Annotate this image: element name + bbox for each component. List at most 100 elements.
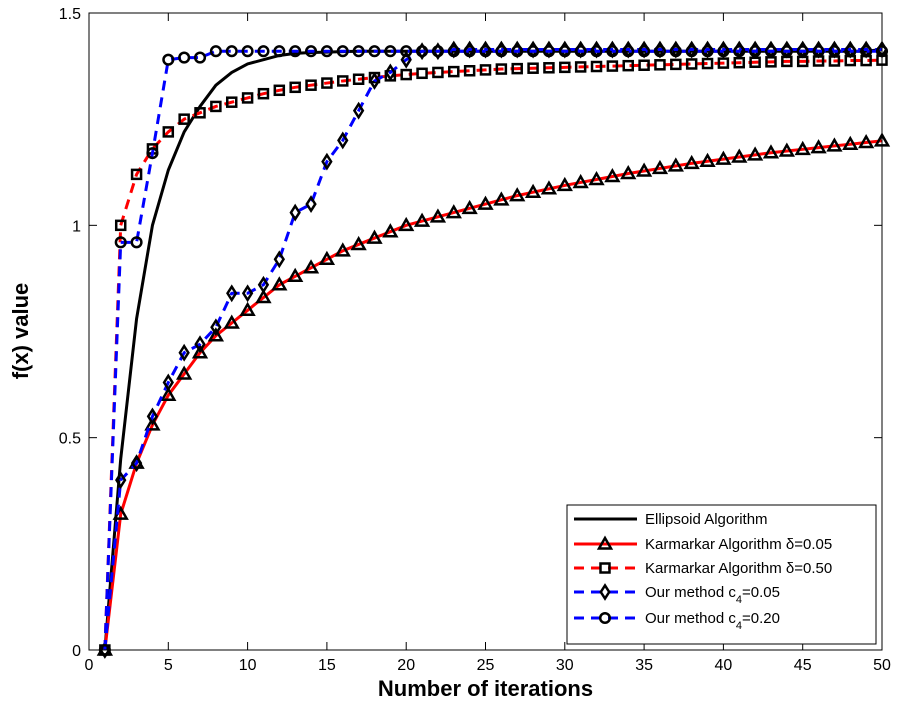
diamond-marker — [99, 641, 111, 659]
diamond-marker — [178, 343, 190, 362]
square-marker — [638, 59, 650, 71]
triangle-marker — [509, 187, 526, 202]
series-line — [103, 49, 882, 651]
triangle-marker — [477, 195, 494, 210]
diamond-marker — [115, 471, 127, 490]
legend-item: Karmarkar Algorithm δ=0.50 — [574, 560, 832, 577]
y-tick-label: 0 — [72, 643, 81, 660]
circle-marker — [416, 45, 429, 58]
triangle-marker — [667, 157, 684, 172]
series-line — [103, 48, 882, 651]
square-marker — [527, 62, 539, 74]
triangle-marker — [810, 139, 827, 154]
square-marker — [257, 87, 270, 100]
triangle-marker — [604, 167, 621, 183]
triangle-marker — [778, 142, 795, 157]
circle-marker — [860, 45, 873, 58]
triangle-marker — [191, 344, 209, 359]
circle-marker — [273, 45, 286, 58]
series-layer — [96, 40, 891, 659]
circle-marker — [130, 236, 143, 249]
circle-marker — [828, 45, 841, 58]
triangle-marker — [596, 535, 614, 550]
diamond-marker — [226, 284, 238, 303]
circle-marker — [384, 45, 397, 58]
diamond-marker — [305, 195, 317, 214]
circle-marker — [193, 51, 207, 64]
diamond-marker — [368, 72, 381, 90]
diamond-marker — [241, 284, 254, 303]
circle-marker — [669, 45, 682, 58]
legend-item: Ellipsoid Algorithm — [574, 511, 768, 528]
square-marker — [432, 66, 444, 79]
circle-marker — [304, 45, 318, 58]
x-tick-label: 20 — [397, 657, 415, 674]
legend-label: Ellipsoid Algorithm — [645, 511, 768, 528]
circle-marker — [511, 45, 524, 58]
triangle-marker — [762, 144, 780, 159]
circle-marker — [764, 45, 778, 58]
diamond-marker — [162, 373, 174, 392]
triangle-marker — [445, 204, 462, 219]
triangle-marker — [588, 170, 605, 186]
triangle-marker — [144, 416, 161, 431]
square-marker — [321, 77, 333, 89]
circle-marker — [431, 45, 444, 58]
circle-marker — [336, 45, 349, 58]
diamond-marker — [400, 50, 412, 69]
triangle-marker — [176, 365, 193, 380]
x-tick-label: 50 — [873, 657, 891, 674]
circle-marker — [733, 45, 746, 58]
square-marker — [543, 62, 555, 74]
x-tick-label: 45 — [794, 657, 812, 674]
diamond-marker — [273, 250, 286, 269]
legend-item: Our method c4=0.05 — [574, 583, 780, 606]
circle-marker — [146, 147, 159, 160]
square-marker — [130, 168, 143, 181]
square-marker — [241, 92, 254, 104]
plot-frame — [88, 12, 883, 651]
circle-marker — [685, 45, 698, 58]
triangle-marker — [413, 212, 431, 227]
triangle-marker — [794, 140, 811, 156]
square-marker — [574, 61, 587, 73]
square-marker — [701, 57, 714, 70]
circle-marker — [463, 45, 476, 58]
square-marker — [352, 73, 365, 85]
diamond-marker — [321, 152, 333, 171]
circle-marker — [114, 236, 127, 249]
square-marker — [511, 62, 523, 75]
x-axis-title: Number of iterations — [378, 676, 593, 701]
diamond-marker — [289, 203, 301, 222]
circle-marker — [368, 45, 381, 58]
triangle-marker — [635, 162, 653, 177]
x-tick-label: 10 — [239, 657, 257, 674]
ticks-layer: 0 5 10 15 20 25 30 35 40 45 50 0 0.5 1 1.5 — [59, 6, 891, 674]
series-line — [103, 58, 883, 651]
circle-marker — [780, 45, 793, 58]
y-tick-label: 0.5 — [59, 431, 81, 448]
circle-marker — [796, 45, 809, 58]
circle-marker — [527, 45, 540, 58]
triangle-marker — [302, 259, 320, 274]
square-marker — [448, 65, 460, 78]
legend-label: Karmarkar Algorithm δ=0.50 — [645, 560, 832, 577]
square-marker — [273, 84, 286, 97]
triangle-marker — [493, 191, 510, 206]
triangle-marker — [651, 159, 669, 175]
diamond-marker — [352, 101, 365, 120]
diamond-marker — [210, 318, 222, 337]
triangle-marker — [318, 250, 336, 266]
diamond-marker — [416, 42, 428, 61]
circle-marker — [178, 51, 191, 64]
series-2 — [99, 54, 888, 656]
triangle-marker — [699, 152, 716, 167]
square-marker — [400, 68, 412, 81]
circle-marker — [257, 45, 270, 58]
triangle-marker — [271, 276, 288, 291]
square-marker — [289, 81, 301, 94]
triangle-marker — [731, 148, 748, 163]
legend-item: Karmarkar Algorithm δ=0.05 — [574, 535, 832, 553]
circle-marker — [622, 45, 635, 58]
